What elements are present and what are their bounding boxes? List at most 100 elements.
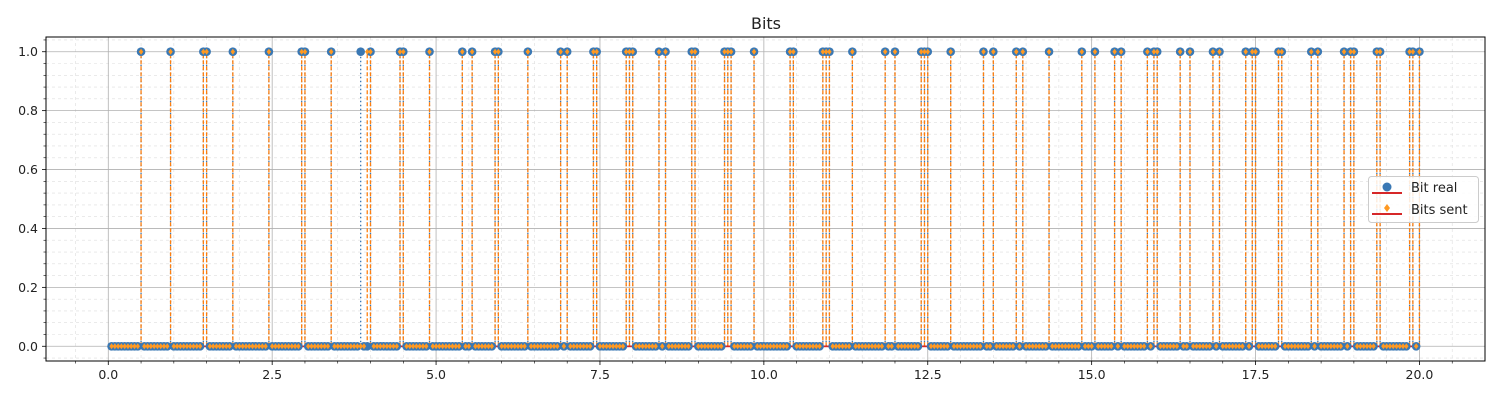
data-point-bits-sent xyxy=(253,343,258,350)
data-point-bits-sent xyxy=(515,343,521,350)
data-point-bits-sent xyxy=(237,343,242,350)
data-point-bits-sent xyxy=(679,343,685,350)
data-point-bits-sent xyxy=(1122,343,1127,350)
data-point-bits-sent xyxy=(129,343,134,350)
data-point-bits-sent xyxy=(450,343,455,350)
data-point-bits-sent xyxy=(800,343,806,350)
data-point-bits-sent xyxy=(879,343,885,350)
data-point-bits-sent xyxy=(1158,343,1163,350)
data-point-bits-sent xyxy=(505,343,511,350)
data-point-bits-sent xyxy=(453,343,458,350)
data-point-bits-sent xyxy=(1338,343,1343,350)
data-point-bits-sent xyxy=(312,343,317,350)
data-point-bits-sent xyxy=(178,343,183,350)
data-point-bits-sent xyxy=(1059,343,1065,350)
data-point-bits-sent xyxy=(1115,343,1121,350)
data-point-bits-sent xyxy=(643,343,649,350)
data-point-bits-sent xyxy=(155,343,160,350)
data-point-bits-sent xyxy=(666,343,672,350)
data-point-bits-sent xyxy=(384,343,390,350)
data-point-bits-sent xyxy=(168,48,173,55)
data-point-bits-sent xyxy=(142,343,147,350)
data-point-bits-sent xyxy=(1194,343,1199,350)
data-point-bits-sent xyxy=(797,343,803,350)
data-point-bits-sent xyxy=(614,343,619,350)
data-point-bits-sent xyxy=(1371,343,1376,350)
data-point-bits-sent xyxy=(171,343,177,350)
data-point-bits-sent xyxy=(912,343,917,350)
data-point-bits-sent xyxy=(640,343,645,350)
data-point-bits-sent xyxy=(915,343,921,350)
data-point-bits-sent xyxy=(1223,343,1229,350)
data-point-bits-sent xyxy=(637,343,642,350)
data-point-bits-sent xyxy=(794,343,799,350)
data-point-bits-sent xyxy=(1056,343,1062,350)
data-point-bits-sent xyxy=(1010,343,1016,350)
data-point-bits-sent xyxy=(774,343,780,350)
data-point-bits-sent xyxy=(646,343,652,350)
data-point-bits-sent xyxy=(1181,343,1186,350)
data-point-bits-sent xyxy=(837,343,842,350)
data-point-bits-sent xyxy=(1289,343,1294,350)
x-tick-label: 20.0 xyxy=(1406,367,1434,382)
data-point-bits-sent xyxy=(660,343,665,350)
data-point-bits-sent xyxy=(1240,343,1245,350)
data-point-bits-sent xyxy=(502,343,508,350)
x-tick-label: 10.0 xyxy=(750,367,778,382)
data-point-bits-sent xyxy=(365,48,370,55)
data-point-bits-sent xyxy=(404,343,409,350)
data-point-bits-sent xyxy=(1266,343,1271,350)
data-point-bits-sent xyxy=(994,343,999,350)
data-point-bits-sent xyxy=(587,343,593,350)
data-point-bits-sent xyxy=(479,343,485,350)
data-point-bits-sent xyxy=(456,343,462,350)
data-point-bits-sent xyxy=(909,343,914,350)
data-point-bits-sent xyxy=(1079,48,1085,55)
data-point-bits-sent xyxy=(1328,343,1334,350)
data-point-bits-sent xyxy=(437,343,442,350)
data-point-bits-sent xyxy=(928,343,934,350)
legend-bits-sent-marker xyxy=(1384,204,1390,212)
data-point-bits-sent xyxy=(1315,48,1321,55)
data-point-bits-sent xyxy=(230,48,236,55)
data-point-bits-sent xyxy=(1053,343,1058,350)
data-point-bits-sent xyxy=(1027,343,1032,350)
data-point-bits-sent xyxy=(1214,343,1219,350)
data-point-bits-sent xyxy=(1345,343,1350,350)
data-point-bits-sent xyxy=(748,343,753,350)
data-point-bits-sent xyxy=(1309,48,1314,55)
data-point-bits-sent xyxy=(1069,343,1075,350)
data-point-bits-sent xyxy=(119,343,124,350)
data-point-bits-sent xyxy=(863,343,868,350)
data-point-bits-sent xyxy=(722,48,727,55)
data-point-bits-sent xyxy=(1335,343,1340,350)
series-bits-sent-stems xyxy=(140,51,1421,347)
y-tick-label: 0.2 xyxy=(18,280,38,295)
data-point-bits-sent xyxy=(981,48,986,55)
data-point-bits-sent xyxy=(1125,343,1130,350)
data-point-bits-sent xyxy=(1017,343,1022,350)
data-point-bits-sent xyxy=(273,343,278,350)
data-point-bits-sent xyxy=(561,343,567,350)
data-point-bits-sent xyxy=(1171,343,1176,350)
data-point-bits-sent xyxy=(184,343,190,350)
data-point-bits-sent xyxy=(1076,343,1081,350)
x-tick-label: 15.0 xyxy=(1078,367,1106,382)
data-point-bits-sent xyxy=(823,48,829,55)
data-point-bits-sent xyxy=(463,343,468,350)
data-point-bits-sent xyxy=(1128,343,1134,350)
data-point-bits-sent xyxy=(1227,343,1232,350)
data-point-bits-sent xyxy=(292,343,298,350)
data-point-bits-sent xyxy=(1233,343,1239,350)
data-point-bits-sent xyxy=(338,343,344,350)
data-point-bits-sent xyxy=(751,48,757,55)
data-point-bits-sent xyxy=(699,343,704,350)
data-point-bits-sent xyxy=(882,48,888,55)
data-point-bits-sent xyxy=(545,343,550,350)
data-point-bits-sent xyxy=(220,343,226,350)
data-point-bits-sent xyxy=(850,48,855,55)
data-point-bits-sent xyxy=(151,343,157,350)
data-point-bits-sent xyxy=(669,343,675,350)
data-point-bits-sent xyxy=(161,343,167,350)
data-point-bits-sent xyxy=(368,48,373,55)
